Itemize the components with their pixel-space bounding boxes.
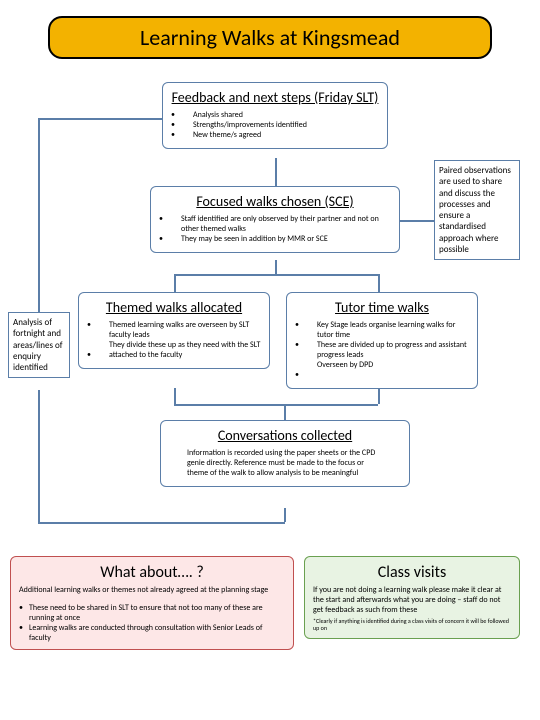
conn-focused-down [275,260,277,274]
conversations-box: Conversations collected Information is r… [160,420,410,487]
conn-loop-top [38,118,162,120]
conn-tutor-down [378,388,380,404]
conn-focused-paired [400,220,434,222]
conn-feedback-focused [275,158,277,186]
conn-loop-up [38,118,40,312]
classvisits-box: Class visits If you are not doing a lear… [304,556,520,639]
themed-b1: Themed learning walks are overseen by SL… [109,320,261,340]
feedback-heading: Feedback and next steps (Friday SLT) [171,89,379,106]
focused-b1: Staff identified are only observed by th… [181,214,391,234]
conn-conv-down [284,508,286,522]
themed-box: Themed walks allocated • • Themed learni… [78,292,270,369]
conn-split-left [174,274,176,292]
themed-bullets: • • Themed learning walks are overseen b… [87,320,261,360]
whatabout-intro: Additional learning walks or themes not … [19,585,285,595]
tutor-heading: Tutor time walks [295,299,469,316]
focused-box: Focused walks chosen (SCE) • • Staff ide… [150,186,400,253]
classvisits-footnote: *Clearly if anything is identified durin… [313,618,511,632]
paired-note-text: Paired observations are used to share an… [439,165,511,255]
analysis-note: Analysis of fortnight and areas/lines of… [8,312,70,378]
themed-heading: Themed walks allocated [87,299,261,316]
whatabout-b2: Learning walks are conducted through con… [29,623,285,643]
classvisits-body: If you are not doing a learning walk ple… [313,585,511,615]
whatabout-b1-row: • These need to be shared in SLT to ensu… [19,603,285,623]
whatabout-box: What about…. ? Additional learning walks… [10,556,294,650]
themed-b2: They divide these up as they need with t… [109,340,261,360]
title-box: Learning Walks at Kingsmead [48,16,492,59]
classvisits-heading: Class visits [313,563,511,582]
feedback-bullets: ••• Analysis shared Strengths/improvemen… [171,110,379,140]
conn-loop-left [38,390,40,522]
conn-split-right [378,274,380,292]
feedback-b3: New theme/s agreed [193,130,307,140]
whatabout-b2-row: • Learning walks are conducted through c… [19,623,285,643]
tutor-bullets: • • • Key Stage leads organise learning … [295,320,469,380]
whatabout-b1: These need to be shared in SLT to ensure… [29,603,285,623]
focused-b2: They may be seen in addition by MMR or S… [181,234,391,244]
conn-merge-h [174,404,378,406]
focused-heading: Focused walks chosen (SCE) [159,193,391,210]
conversations-body: Information is recorded using the paper … [169,448,401,478]
conn-themed-down [174,388,176,404]
feedback-b2: Strengths/improvements identified [193,120,307,130]
feedback-box: Feedback and next steps (Friday SLT) •••… [162,82,388,149]
conn-loop-bottom [38,522,285,524]
feedback-b1: Analysis shared [193,110,307,120]
tutor-box: Tutor time walks • • • Key Stage leads o… [286,292,478,389]
conn-merge-down [284,404,286,420]
tutor-b1: Key Stage leads organise learning walks … [317,320,469,340]
title-text: Learning Walks at Kingsmead [140,24,400,51]
conn-split-h [174,274,378,276]
whatabout-heading: What about…. ? [19,563,285,582]
tutor-b3: Overseen by DPD [317,360,469,370]
focused-bullets: • • Staff identified are only observed b… [159,214,391,244]
conversations-heading: Conversations collected [169,427,401,444]
analysis-note-text: Analysis of fortnight and areas/lines of… [13,317,63,373]
paired-note: Paired observations are used to share an… [434,160,520,260]
tutor-b2: These are divided up to progress and ass… [317,340,469,360]
